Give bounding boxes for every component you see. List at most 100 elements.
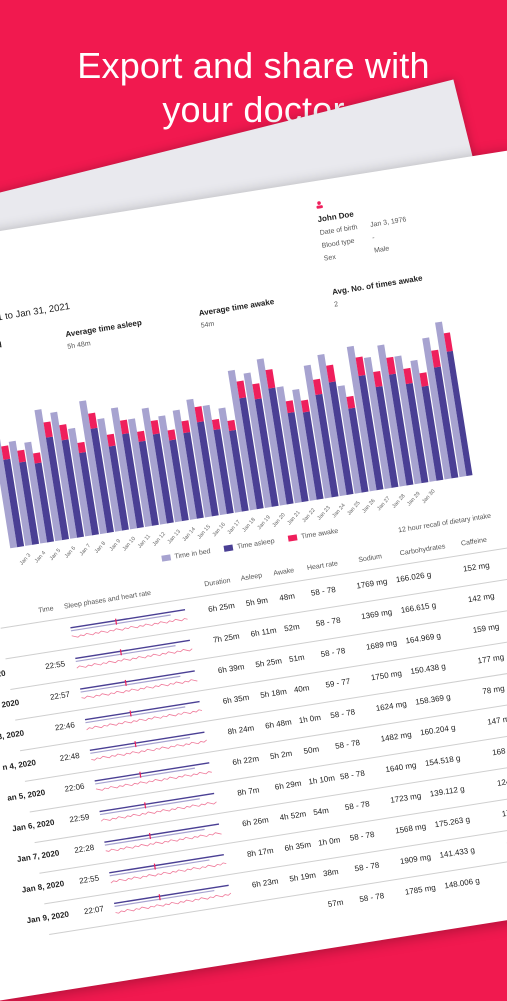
row-asleep: 5h 9m [245, 595, 269, 609]
bar-time-in-bed [292, 388, 317, 501]
x-tick-label: Jan 29 [406, 491, 421, 507]
sex-label: Sex [323, 253, 337, 263]
row-time: 22:48 [59, 751, 81, 764]
row-date: 2, 2020 [0, 697, 20, 711]
row-heart-rate: 58 - 78 [344, 799, 371, 813]
patient-name: John Doe [316, 209, 355, 225]
row-date: Jan 9, 2020 [26, 909, 70, 926]
x-tick-label: Jan 7 [79, 543, 92, 557]
row-sodium: 1750 mg [370, 668, 403, 683]
bar-time-asleep [315, 393, 339, 498]
bar-time-in-bed [186, 398, 212, 518]
row-awake: 50m [302, 744, 320, 756]
row-carbs: 166.026 g [395, 569, 432, 585]
bar-time-in-bed [243, 372, 272, 508]
row-time: 22:55 [44, 659, 66, 672]
bar-time-awake [167, 429, 177, 441]
x-tick-label: Jan 17 [227, 519, 242, 535]
legend-swatch-time-asleep [223, 544, 234, 552]
row-carbs: 158.369 g [414, 692, 452, 707]
row-caffeine: 171 mg [501, 806, 507, 819]
bar-time-asleep [213, 428, 234, 514]
col-header-heart-rate: Heart rate [306, 560, 339, 573]
row-asleep: 5h 19m [288, 870, 317, 884]
row-time: 22:06 [63, 781, 86, 794]
bar-time-in-bed [346, 345, 377, 492]
row-duration: 6h 22m [231, 754, 260, 768]
bar-time-in-bed [256, 358, 287, 506]
bar-time-asleep [122, 433, 144, 529]
bar-time-in-bed [50, 411, 78, 539]
row-carbs: 175.263 g [434, 814, 471, 830]
sleep-phase-graph [109, 853, 227, 884]
row-caffeine: 124 mg [496, 775, 507, 788]
row-sodium: 1689 mg [365, 638, 398, 652]
legend-label-time-in-bed: Time in bed [174, 548, 212, 561]
bar-time-awake [300, 399, 310, 413]
row-heart-rate: 58 - 78 [353, 860, 380, 874]
headline-line-1: Export and share with [77, 45, 430, 86]
legend-swatch-time-awake [287, 534, 298, 542]
x-tick-label: Jan 8 [94, 541, 107, 555]
sleep-phase-graph [89, 731, 207, 761]
bar-time-awake [33, 452, 42, 464]
row-divider [44, 820, 507, 905]
bar-time-asleep [34, 462, 55, 543]
bar-time-awake [236, 380, 247, 399]
blood-type-label: Blood type [321, 237, 356, 250]
bar-time-awake [211, 418, 221, 431]
row-duration: 6h 39m [217, 662, 246, 676]
col-header-awake: Awake [272, 567, 295, 578]
row-date: 2020 [0, 668, 7, 681]
row-caffeine: 147 mg [486, 713, 507, 727]
row-duration: 8h 17m [246, 845, 275, 859]
bar-time-in-bed [172, 409, 197, 520]
bar-time-awake [17, 449, 27, 463]
row-awake: 40m [293, 683, 311, 695]
x-tick-label: Jan 19 [256, 515, 271, 531]
bar-time-in-bed [79, 400, 108, 535]
sex-value: Male [373, 245, 390, 255]
row-duration: 6h 35m [222, 692, 250, 706]
row-sodium: 1568 mg [394, 821, 427, 836]
bar-time-asleep [138, 440, 159, 526]
sleep-phase-graph [75, 639, 193, 669]
bar-time-in-bed [227, 369, 257, 511]
bar-time-awake [419, 372, 429, 387]
bar-time-asleep [268, 387, 294, 505]
sleep-bar-chart: Jan 3 Jan 4 Jan 5 Jan 6 Jan 7 Jan 8 Jan 9 Jan 1… [0, 321, 474, 567]
x-tick-label: Jan 6 [64, 545, 77, 559]
x-tick-label: Jan 4 [34, 550, 47, 564]
row-duration: 8h 24m [226, 723, 255, 737]
bar-time-awake [265, 369, 276, 389]
sleep-phase-graph [70, 609, 188, 638]
bar-time-asleep [358, 375, 384, 491]
bar-time-in-bed [68, 427, 93, 537]
legend-item-time-awake: Time awake [287, 528, 339, 543]
row-asleep: 4h 52m [279, 809, 307, 823]
bar-time-awake [194, 406, 204, 423]
row-sodium: 1785 mg [404, 882, 437, 897]
bar-time-in-bed [202, 404, 227, 516]
row-heart-rate: 58 - 78 [339, 768, 366, 782]
bar-time-in-bed [24, 441, 48, 544]
row-heart-rate: 59 - 77 [324, 676, 351, 690]
bar-time-in-bed [158, 415, 182, 523]
row-sodium: 1640 mg [384, 760, 418, 775]
stat-label-2: Average time asleep [64, 318, 143, 339]
bar-time-asleep [446, 350, 474, 477]
bar-time-awake [252, 383, 262, 400]
bar-time-in-bed [8, 440, 33, 546]
bar-time-awake [137, 430, 146, 442]
row-time: 22:59 [68, 812, 90, 825]
sleep-report-page: t 21 to Jan 31, 2021 John Doe Date of bi… [0, 149, 507, 1001]
row-heart-rate: 58 - 78 [329, 707, 356, 721]
x-tick-label: Jan 27 [376, 496, 391, 512]
bar-time-asleep [375, 386, 399, 488]
bar-time-in-bed [377, 344, 407, 487]
row-time: 22:46 [54, 720, 76, 733]
bar-time-asleep [196, 421, 219, 517]
bar-time-awake [77, 441, 86, 454]
bar-time-awake [59, 424, 69, 441]
sleep-phase-graph [99, 792, 217, 822]
